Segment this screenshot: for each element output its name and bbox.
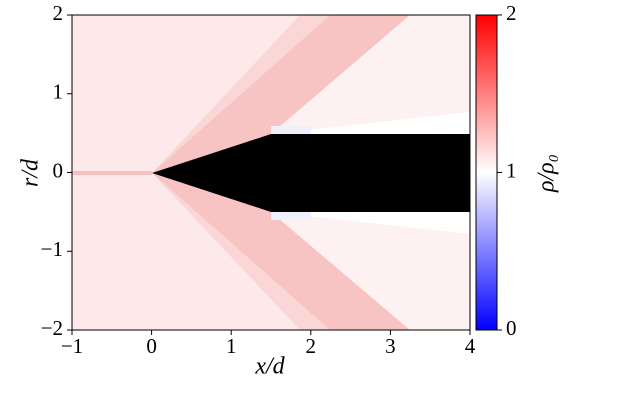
x-tick-label: 0 [146,334,157,358]
colorbar-tick-label: 1 [506,158,517,182]
y-tick-label: 0 [53,158,64,182]
colorbar-label: ρ/ρ₀ [534,154,560,193]
x-tick-label: 2 [306,334,317,358]
colorbar [475,14,498,331]
density-field [72,15,470,330]
x-axis-label: x/d [254,354,285,380]
y-tick-label: 2 [53,1,64,25]
y-tick-label: −2 [41,316,63,340]
x-tick-label: 3 [385,334,396,358]
x-tick-label: 4 [465,334,476,358]
colorbar-tick-label: 2 [506,1,517,25]
y-tick-label: 1 [53,80,64,104]
colorbar-tick-label: 0 [506,316,517,340]
y-tick-label: −1 [41,237,63,261]
x-tick-label: −1 [61,334,83,358]
y-axis-label: r/d [18,158,44,187]
x-tick-label: 1 [226,334,237,358]
